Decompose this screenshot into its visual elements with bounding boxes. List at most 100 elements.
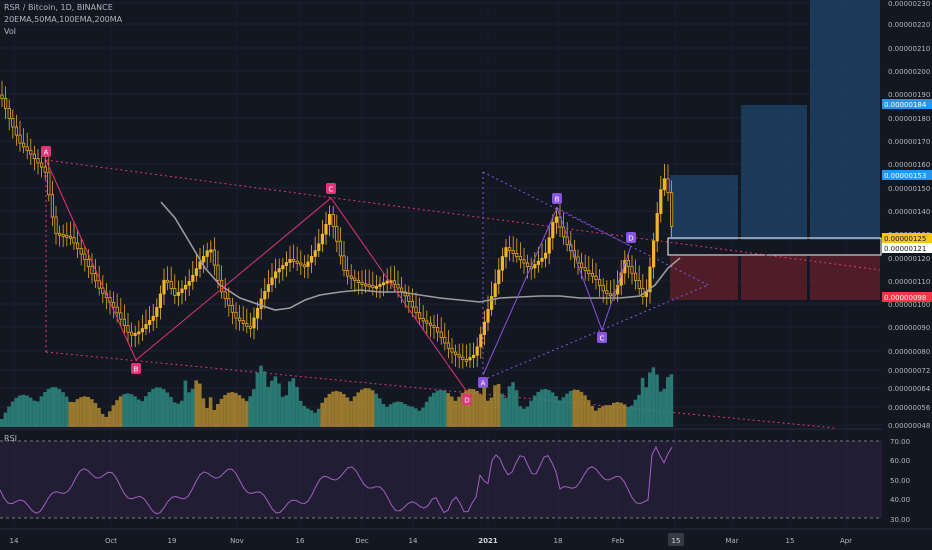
candle-body — [302, 264, 307, 268]
candle-body — [72, 237, 76, 244]
volume-bar — [486, 400, 490, 427]
volume-legend[interactable]: Vol — [4, 27, 16, 36]
volume-bar — [316, 408, 321, 427]
volume-bar — [410, 406, 414, 427]
pattern-point-red-d: D — [462, 394, 472, 405]
volume-bar — [291, 378, 296, 427]
volume-bar — [522, 408, 526, 427]
candle-body — [590, 273, 595, 277]
volume-bar — [468, 388, 472, 427]
price-label-blue: 0.00000153 — [882, 170, 932, 180]
price-labels: 0.00000184 0.00000153 0.00000125 0.00000121… — [882, 99, 932, 302]
volume-bar — [205, 408, 209, 427]
volume-bar — [446, 393, 450, 427]
indicators-legend[interactable]: 20EMA,50MA,100EMA,200MA — [4, 15, 123, 24]
candle-body — [151, 315, 155, 321]
candle-body — [479, 334, 483, 348]
candle-body — [345, 270, 350, 277]
volume-bar — [68, 401, 72, 427]
volume-bar — [39, 396, 44, 427]
candle-body — [461, 356, 465, 360]
volume-bar — [514, 390, 519, 427]
candle-body — [320, 233, 325, 245]
candle-body — [414, 306, 418, 314]
volume-bar — [241, 398, 245, 427]
candle-body — [176, 292, 180, 296]
volume-bar — [450, 396, 454, 427]
candle-body — [162, 279, 166, 295]
candle-body — [187, 280, 191, 286]
loss-zone-2 — [741, 256, 807, 300]
volume-bar — [226, 392, 231, 427]
price-label-blue: 0.00000184 — [882, 99, 932, 109]
candle-body — [169, 281, 173, 289]
candle-body — [144, 324, 148, 329]
volume-bar — [259, 365, 263, 427]
pattern-point-text: C — [600, 335, 605, 343]
volume-bar — [666, 377, 670, 427]
candle-body — [511, 250, 515, 254]
candle-body — [536, 260, 541, 265]
volume-bar — [457, 396, 461, 427]
candle-body — [68, 235, 72, 239]
volume-bar — [496, 383, 501, 427]
volume-bar — [547, 389, 551, 427]
volume-bar — [266, 386, 270, 427]
candle-body — [374, 285, 379, 289]
price-tick-label: 0.00000072 — [888, 367, 930, 375]
price-tick-label: 0.00000120 — [888, 255, 930, 263]
candle-body — [313, 250, 317, 257]
candle-body — [443, 337, 447, 344]
loss-zone-3 — [810, 256, 880, 300]
volume-bar — [288, 381, 292, 427]
symbol-title: RSR / Bitcoin, 1D, BINANCE — [4, 3, 113, 12]
volume-bar — [133, 396, 137, 427]
risk-reward-zones — [667, 0, 882, 300]
candle-body — [158, 293, 162, 308]
volume-bar — [370, 390, 375, 427]
candle-body — [237, 317, 242, 322]
candle-body — [133, 333, 137, 336]
candle-body — [281, 265, 285, 270]
candle-body — [299, 262, 303, 266]
price-label-box — [882, 170, 932, 180]
volume-bar — [406, 405, 411, 427]
volume-bar — [140, 401, 144, 427]
rsi-legend[interactable]: RSI — [4, 434, 17, 443]
price-tick-label: 0.00000080 — [888, 348, 930, 356]
volume-bar — [460, 392, 465, 427]
candle-body — [284, 262, 289, 266]
volume-bar — [388, 404, 393, 427]
volume-bar — [172, 402, 177, 427]
candle-body — [234, 311, 238, 319]
price-tick-label: 0.00000160 — [888, 161, 930, 169]
pattern-point-purple-c: C — [597, 332, 607, 343]
volume-bar — [504, 397, 508, 427]
time-tick-label: 14 — [409, 537, 418, 545]
volume-bar — [262, 371, 267, 427]
volume-bar — [464, 390, 468, 427]
volume-bar — [302, 405, 306, 427]
entry-box[interactable] — [667, 237, 882, 256]
candle-body — [79, 248, 83, 255]
candle-body — [482, 321, 487, 335]
candle-body — [428, 322, 433, 326]
volume-bar — [399, 401, 404, 427]
volume-bar — [201, 398, 206, 427]
rsi-tick-label: 30.00 — [890, 516, 910, 524]
volume-bar — [212, 409, 216, 427]
candle-body — [147, 320, 152, 325]
volume-bar — [640, 377, 645, 427]
volume-bar — [277, 383, 281, 427]
pattern-point-box — [131, 363, 141, 374]
candle-body — [378, 284, 382, 287]
candle-body — [97, 280, 101, 289]
volume-bar — [352, 396, 357, 427]
upper-trendline — [45, 159, 881, 271]
volume-bar — [608, 405, 612, 427]
volume-bar — [176, 403, 180, 427]
time-tick-label: 15 — [786, 537, 795, 545]
red-abcd-pattern — [45, 159, 468, 393]
volume-bar — [669, 374, 674, 427]
